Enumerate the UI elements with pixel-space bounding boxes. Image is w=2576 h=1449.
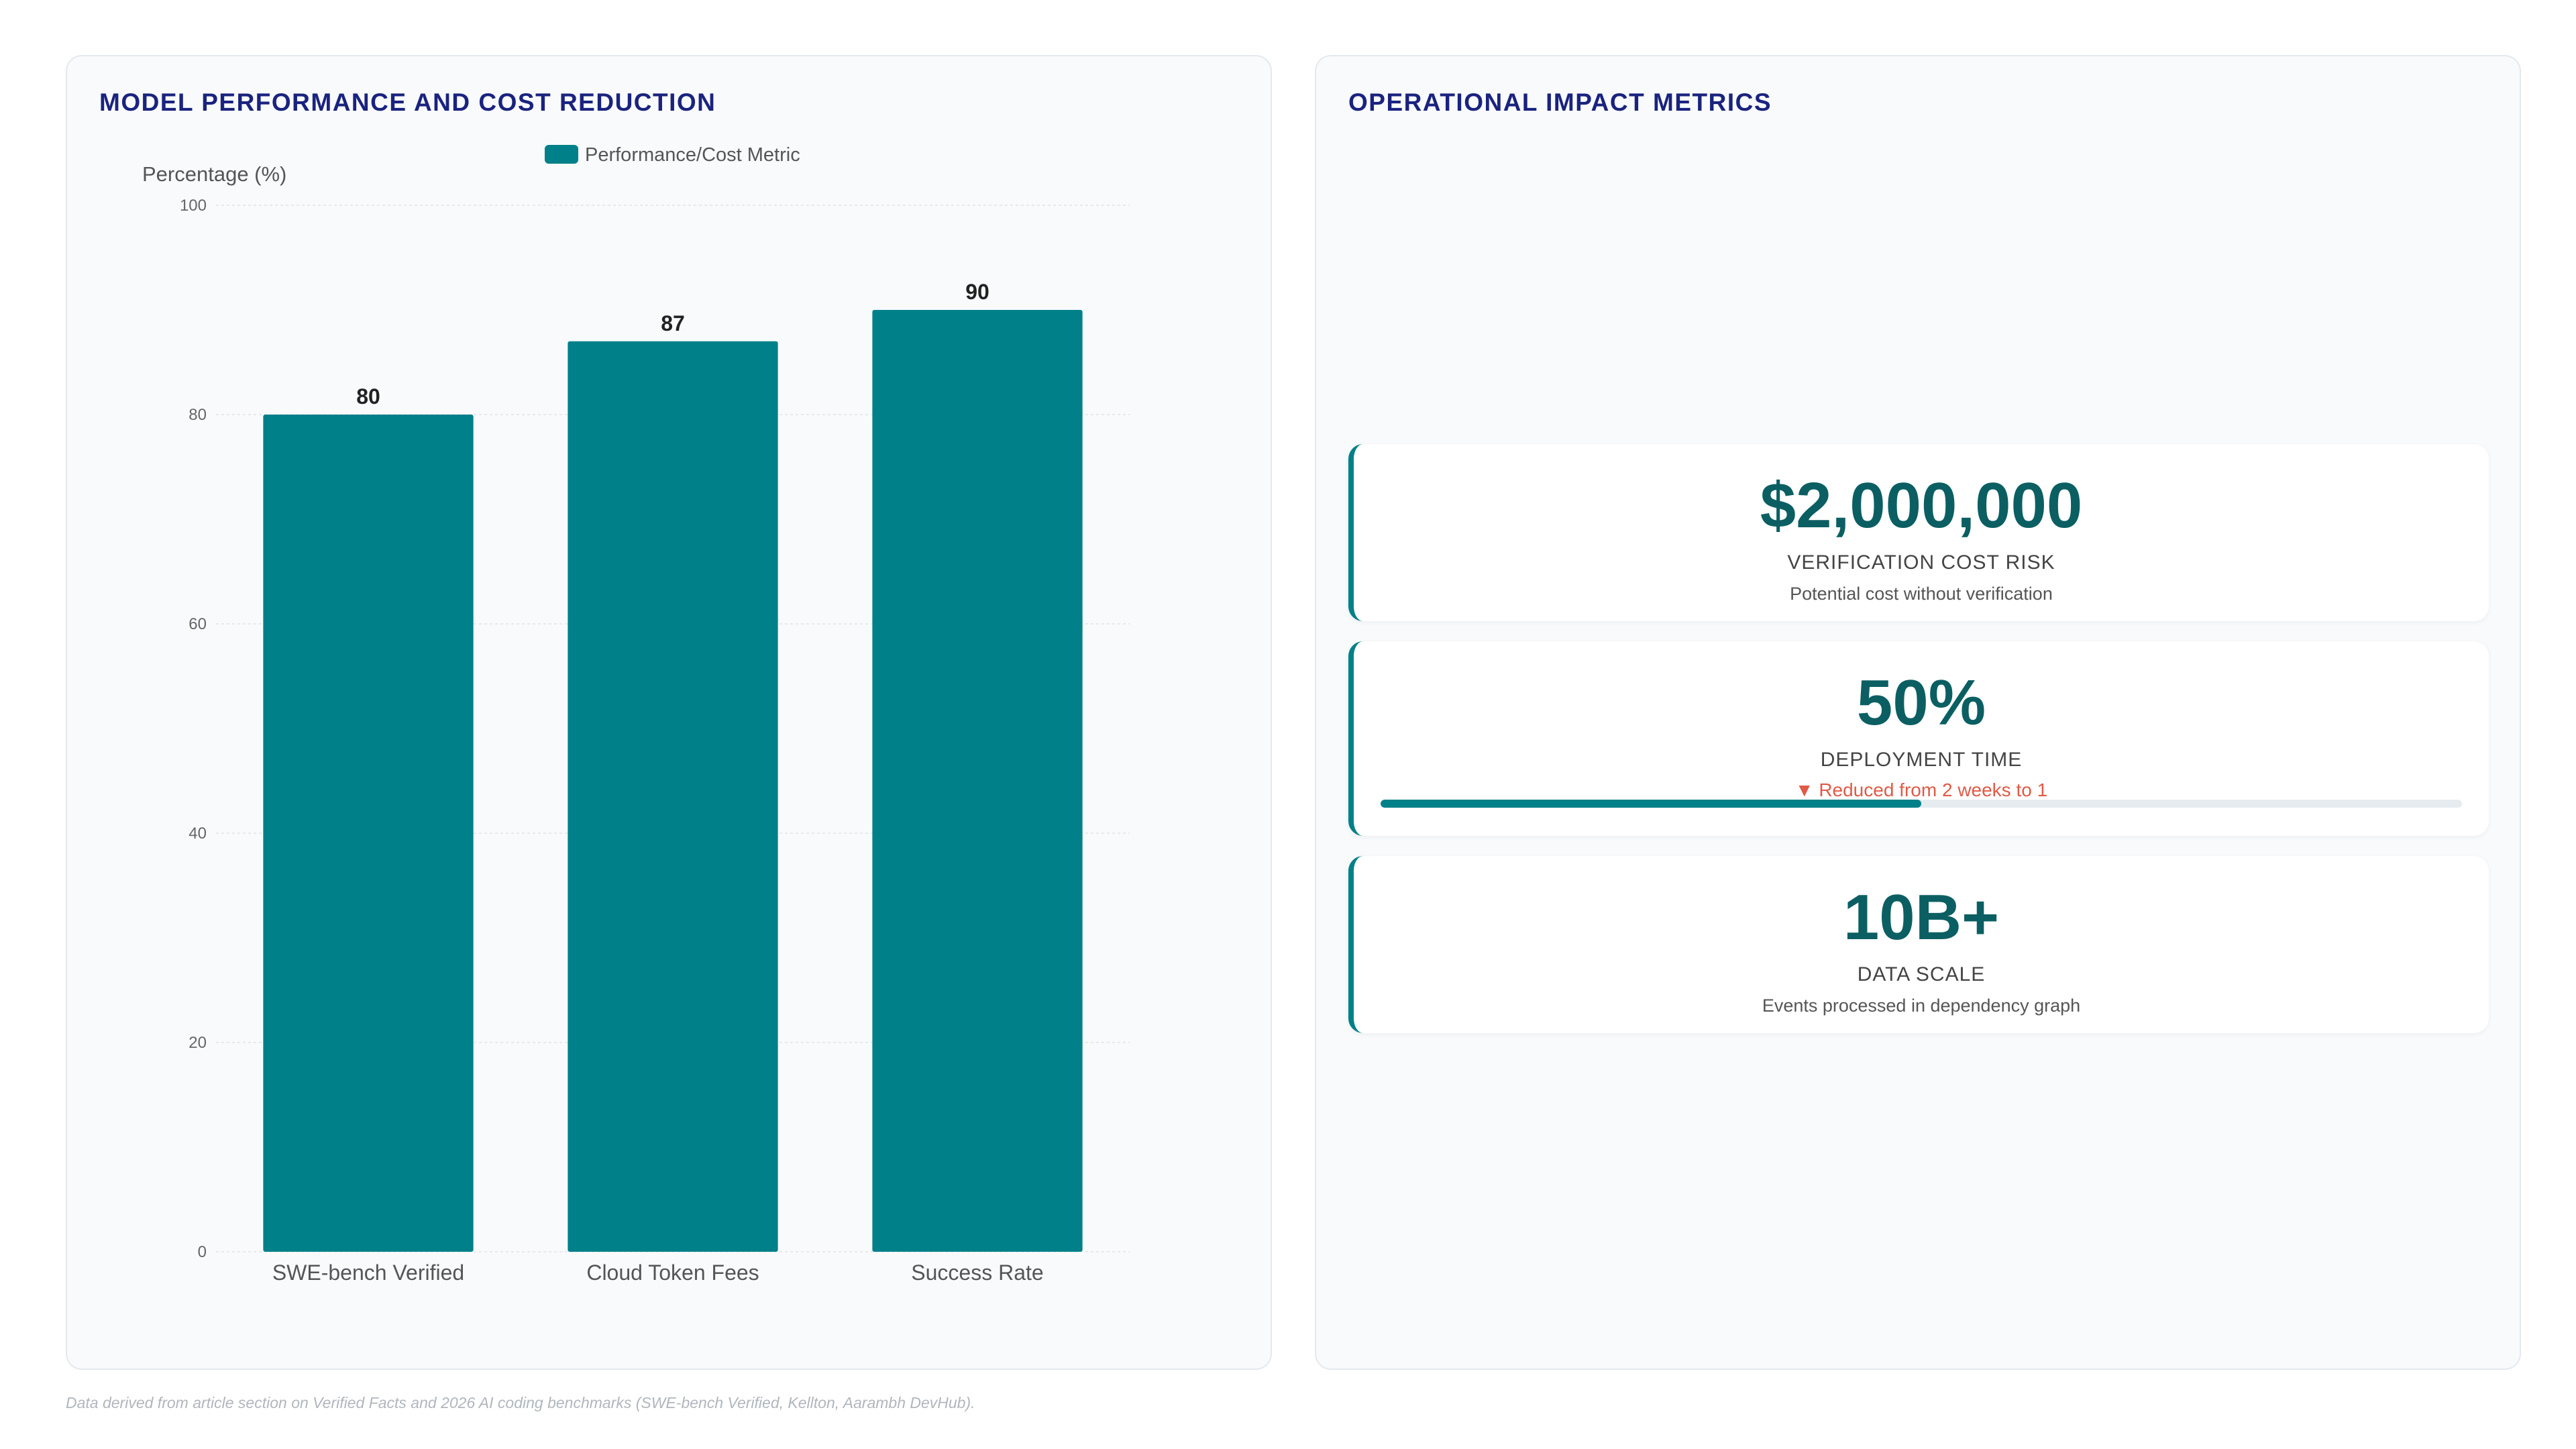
metrics-panel-title: OPERATIONAL IMPACT METRICS <box>1348 89 1772 116</box>
y-tick-label: 80 <box>189 406 207 424</box>
metrics-panel: OPERATIONAL IMPACT METRICS $2,000,000 VE… <box>1315 55 2521 1370</box>
bar-chart: 0 20 40 60 80 100 Percentage (%) Performance/Co… <box>142 144 1130 1285</box>
metric-description: Potential cost without verification <box>1790 584 2053 604</box>
bar-value-label: 90 <box>965 280 989 304</box>
metric-value: 50% <box>1856 667 1986 739</box>
bar <box>263 415 474 1252</box>
legend-label: Performance/Cost Metric <box>585 144 800 166</box>
legend-swatch <box>545 145 578 164</box>
y-tick-label: 20 <box>189 1034 207 1052</box>
metric-card-cost-risk: $2,000,000 VERIFICATION COST RISK Potent… <box>1348 444 2489 621</box>
metrics-list: $2,000,000 VERIFICATION COST RISK Potent… <box>1348 444 2489 1053</box>
metric-value: $2,000,000 <box>1760 470 2083 541</box>
metric-trend: ▼ Reduced from 2 weeks to 1 <box>1794 780 2048 800</box>
bar <box>872 310 1083 1252</box>
y-tick-label: 40 <box>189 824 207 843</box>
bar <box>568 341 778 1252</box>
bar-value-label: 87 <box>661 311 685 335</box>
metric-label: DEPLOYMENT TIME <box>1820 749 2023 771</box>
bar-value-label: 80 <box>356 384 380 409</box>
y-axis-title: Percentage (%) <box>142 162 286 186</box>
deployment-progress-fill <box>1381 800 1921 808</box>
y-tick-label: 0 <box>198 1243 207 1261</box>
metric-label: VERIFICATION COST RISK <box>1787 551 2055 574</box>
metric-value: 10B+ <box>1843 881 2000 953</box>
chart-panel: MODEL PERFORMANCE AND COST REDUCTION 0 20… <box>66 55 1272 1370</box>
source-footnote: Data derived from article section on Ver… <box>66 1394 975 1411</box>
metric-card-data-scale: 10B+ DATA SCALE Events processed in depe… <box>1348 856 2489 1033</box>
deployment-progress-bar <box>1381 800 2462 808</box>
metric-label: DATA SCALE <box>1857 963 1986 985</box>
metric-card-deployment-time: 50% DEPLOYMENT TIME ▼ Reduced from 2 wee… <box>1348 641 2489 836</box>
metric-description: Events processed in dependency graph <box>1762 996 2081 1016</box>
y-tick-label: 100 <box>180 197 207 215</box>
x-category-label: SWE-bench Verified <box>272 1260 464 1285</box>
chart-panel-title: MODEL PERFORMANCE AND COST REDUCTION <box>99 89 716 116</box>
x-category-label: Cloud Token Fees <box>586 1260 759 1285</box>
x-category-label: Success Rate <box>911 1260 1043 1285</box>
y-tick-label: 60 <box>189 615 207 633</box>
